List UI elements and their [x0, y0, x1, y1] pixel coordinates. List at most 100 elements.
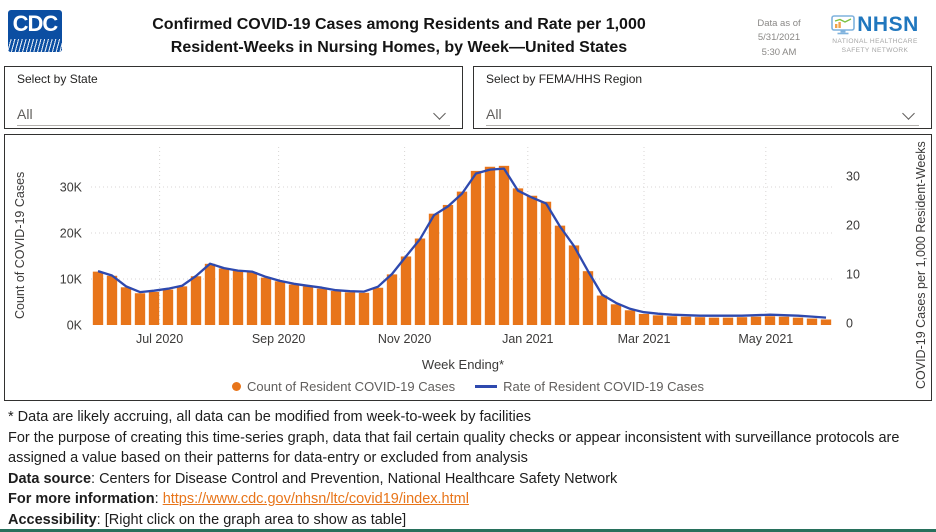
count-bar[interactable] — [722, 317, 734, 325]
count-bar[interactable] — [134, 293, 146, 325]
count-bar[interactable] — [148, 291, 160, 325]
count-bar[interactable] — [190, 276, 202, 325]
count-bar[interactable] — [274, 281, 286, 325]
count-bar[interactable] — [680, 316, 692, 325]
count-bar[interactable] — [260, 277, 272, 325]
y-axis-title-right: COVID-19 Cases per 1,000 Resident-Weeks — [914, 141, 928, 389]
svg-text:20K: 20K — [60, 227, 83, 241]
count-bar[interactable] — [204, 263, 216, 325]
data-as-of: Data as of 5/31/2021 5:30 AM — [736, 8, 822, 60]
chart-legend: Count of Resident COVID-19 Cases Rate of… — [5, 379, 931, 394]
cdc-logo-text: CDC — [12, 11, 59, 36]
count-bar[interactable] — [162, 289, 174, 325]
count-bar[interactable] — [484, 166, 496, 325]
legend-label-rate: Rate of Resident COVID-19 Cases — [503, 379, 704, 394]
legend-line-icon — [475, 385, 498, 388]
page-title: Confirmed COVID-19 Cases among Residents… — [62, 8, 736, 59]
more-info-separator: : — [154, 491, 163, 508]
svg-text:Jan 2021: Jan 2021 — [502, 332, 553, 346]
header: CDC Confirmed COVID-19 Cases among Resid… — [0, 0, 936, 62]
page-title-line2: Resident-Weeks in Nursing Homes, by Week… — [170, 39, 628, 57]
count-bar[interactable] — [820, 319, 832, 325]
count-bar[interactable] — [120, 287, 132, 325]
count-bar[interactable] — [176, 286, 188, 325]
cdc-logo-stripes — [8, 39, 62, 52]
count-bar[interactable] — [778, 316, 790, 325]
svg-text:Jul 2020: Jul 2020 — [136, 332, 183, 346]
count-bar[interactable] — [344, 292, 356, 325]
data-as-of-date: Data as of 5/31/2021 — [757, 18, 801, 44]
count-bar[interactable] — [442, 204, 454, 325]
count-bar[interactable] — [610, 304, 622, 325]
count-bar[interactable] — [330, 290, 342, 325]
accessibility-line: Accessibility: [Right click on the graph… — [8, 510, 928, 531]
count-bar[interactable] — [232, 270, 244, 325]
count-bar[interactable] — [288, 284, 300, 325]
count-bar[interactable] — [456, 191, 468, 325]
count-bar[interactable] — [554, 225, 566, 325]
data-as-of-time: 5:30 AM — [761, 46, 797, 58]
data-source-label: Data source — [8, 470, 92, 487]
svg-text:20: 20 — [846, 219, 860, 233]
region-filter: Select by FEMA/HHS Region All — [473, 66, 932, 129]
count-bar[interactable] — [708, 317, 720, 325]
footnote-accruing: * Data are likely accruing, all data can… — [8, 409, 532, 425]
nhsn-monitor-icon — [831, 15, 856, 35]
data-source-line: Data source: Centers for Disease Control… — [8, 469, 928, 490]
state-filter-value: All — [17, 106, 33, 122]
legend-dot-icon — [232, 382, 241, 391]
data-source-text: : Centers for Disease Control and Preven… — [91, 470, 618, 487]
legend-label-count: Count of Resident COVID-19 Cases — [247, 379, 456, 394]
count-bar[interactable] — [582, 271, 594, 325]
count-bar[interactable] — [750, 316, 762, 325]
count-bar[interactable] — [596, 295, 608, 325]
y-axis-title-left: Count of COVID-19 Cases — [13, 171, 27, 319]
count-bar[interactable] — [358, 292, 370, 325]
accessibility-text: : [Right click on the graph area to show… — [96, 511, 407, 528]
count-bar[interactable] — [498, 165, 510, 325]
count-bar[interactable] — [470, 170, 482, 325]
count-bar[interactable] — [302, 286, 314, 325]
count-bar[interactable] — [372, 287, 384, 325]
nhsn-logo: NHSN NATIONAL HEALTHCARE SAFETY NETWORK — [822, 8, 928, 56]
page-title-line1: Confirmed COVID-19 Cases among Residents… — [152, 16, 646, 33]
count-bar[interactable] — [624, 310, 636, 325]
chart-plot-area[interactable]: 0K 10K 20K 30K Jul 2020 Sep 2020 Nov 2020 Jan 2… — [31, 141, 863, 363]
count-bar[interactable] — [806, 318, 818, 325]
count-bar[interactable] — [694, 317, 706, 325]
svg-text:Nov 2020: Nov 2020 — [378, 332, 432, 346]
count-bar[interactable] — [316, 288, 328, 325]
count-bar[interactable] — [414, 238, 426, 325]
count-bar[interactable] — [400, 256, 412, 325]
count-bar[interactable] — [512, 188, 524, 325]
count-bar[interactable] — [526, 195, 538, 325]
count-bar[interactable] — [540, 201, 552, 325]
count-bar[interactable] — [246, 272, 258, 325]
filters-row: Select by State All Select by FEMA/HHS R… — [4, 66, 932, 129]
accessibility-label: Accessibility — [8, 511, 97, 528]
chevron-down-icon[interactable] — [433, 107, 446, 120]
count-bar[interactable] — [218, 268, 230, 325]
count-bar[interactable] — [736, 317, 748, 325]
state-filter-label: Select by State — [17, 72, 98, 86]
rate-line[interactable] — [97, 167, 827, 319]
count-bar[interactable] — [764, 316, 776, 325]
svg-text:Mar 2021: Mar 2021 — [618, 332, 671, 346]
count-bar[interactable] — [652, 315, 664, 325]
nhsn-subtitle-line1: NATIONAL HEALTHCARE — [832, 38, 918, 45]
count-bar[interactable] — [568, 245, 580, 325]
state-filter-dropdown[interactable]: All — [17, 95, 450, 126]
count-bar[interactable] — [386, 274, 398, 325]
count-bar[interactable] — [92, 271, 104, 325]
more-info-label: For more information — [8, 491, 155, 508]
count-bar[interactable] — [792, 317, 804, 325]
count-bar[interactable] — [428, 213, 440, 325]
region-filter-dropdown[interactable]: All — [486, 95, 919, 126]
count-bar[interactable] — [106, 275, 118, 325]
chevron-down-icon[interactable] — [902, 107, 915, 120]
svg-text:10K: 10K — [60, 273, 83, 287]
more-info-link[interactable]: https://www.cdc.gov/nhsn/ltc/covid19/ind… — [162, 491, 469, 508]
chart-panel[interactable]: Count of COVID-19 Cases 0K 10K 20K 30K Jul 2… — [4, 134, 932, 401]
count-bar[interactable] — [666, 316, 678, 325]
count-bar[interactable] — [638, 313, 650, 325]
